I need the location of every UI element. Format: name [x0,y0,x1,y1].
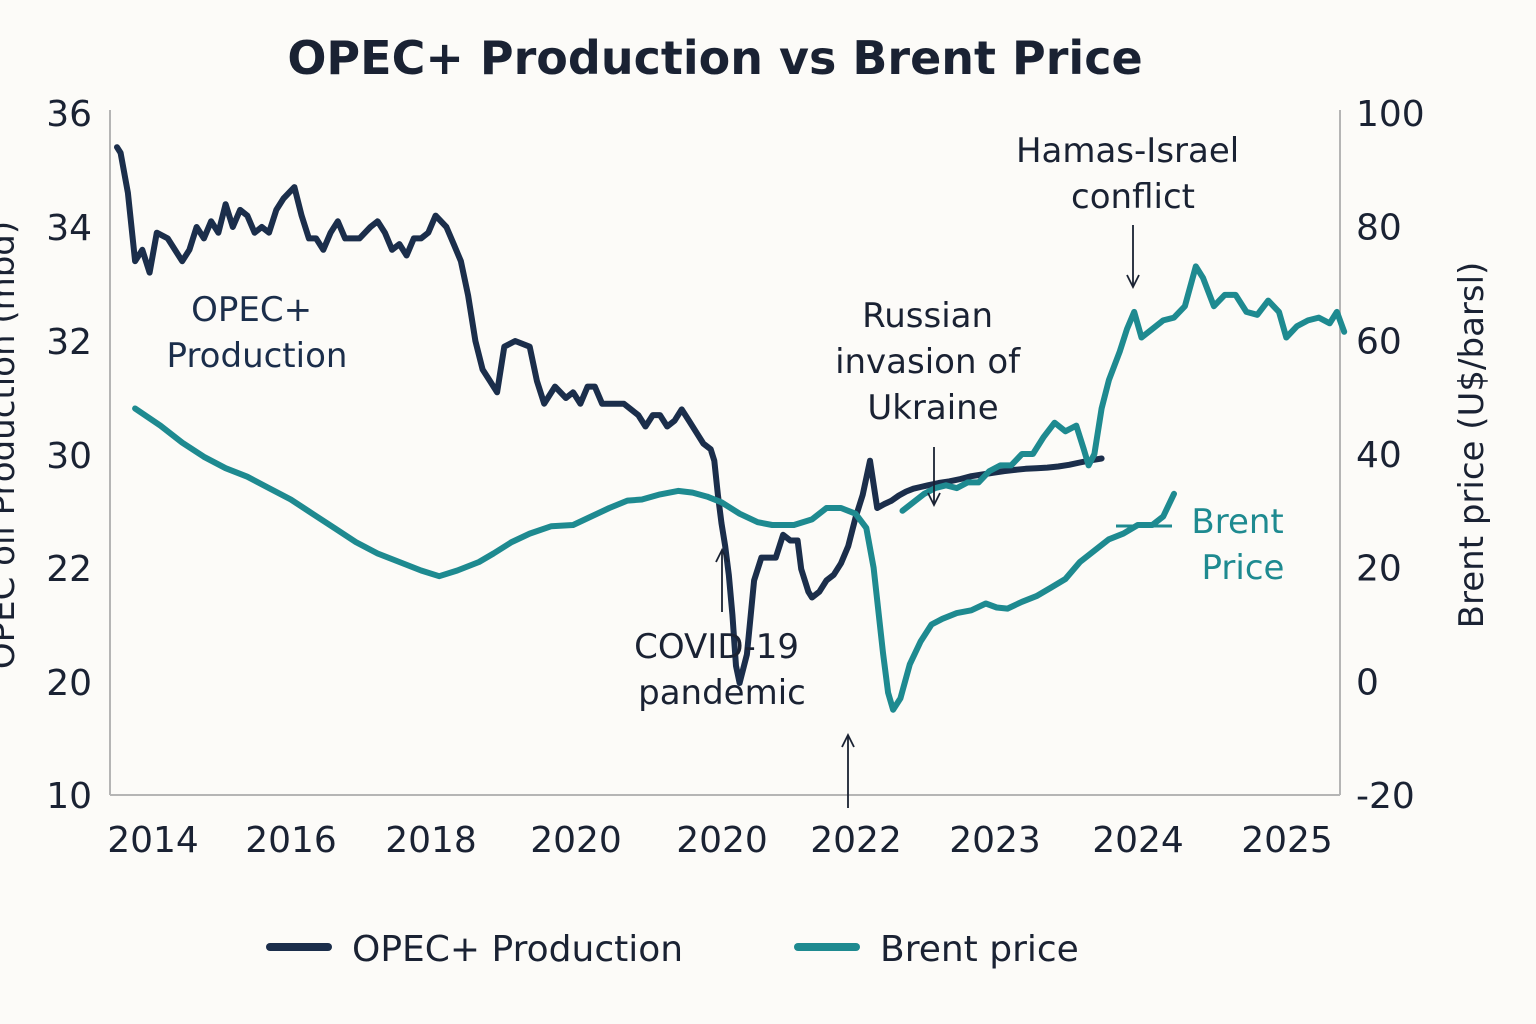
annotation-covid-line1: COVID-19 [634,627,799,667]
hamas-arrow-head [1126,274,1140,290]
x-tick-label: 2023 [949,820,1041,861]
legend: OPEC+ Production Brent price [266,929,1079,970]
x-tick-label: 2014 [107,820,199,861]
y-right-tick-label: 80 [1356,208,1402,249]
y-left-tick-label: 20 [46,663,92,704]
annotation-ukraine-line3: Ukraine [867,388,998,428]
y-axis-left-label: OPEC oil Production (mbd) [0,221,23,669]
series-line-production [114,144,1105,686]
annotation-hamas-line2: conflict [1071,177,1195,217]
chart-title: OPEC+ Production vs Brent Price [287,31,1142,85]
y-left-tick-label: 32 [46,322,92,363]
x-tick-label: 2022 [810,820,902,861]
x-tick-label: 2025 [1241,820,1333,861]
x-tick-label: 2018 [385,820,477,861]
annotation-ukraine: Russian invasion of Ukraine [835,296,1031,428]
annotation-arrows [715,225,1172,808]
y-right-tick-label: 0 [1356,662,1379,703]
legend-label-production: OPEC+ Production [352,929,683,970]
x-tick-label: 2020 [676,820,768,861]
series-label-production-line2: Production [167,336,348,376]
y-axis-left-ticks: 36 34 32 30 22 20 10 [46,94,92,817]
series-label-brent: Brent Price [1191,502,1294,588]
ukraine-arrow-head [927,492,941,508]
annotation-ukraine-line1: Russian [862,296,993,336]
y-right-tick-label: 60 [1356,321,1402,362]
series-line-brent [132,405,1177,713]
annotation-hamas: Hamas-Israel conflict [1016,131,1250,217]
covid-arrow-head [715,547,729,563]
series-label-production: OPEC+ Production [167,290,348,376]
series-line-brent-recent [899,263,1348,514]
y-left-tick-label: 10 [46,776,92,817]
x-tick-label: 2024 [1092,820,1184,861]
series-label-brent-line2: Price [1202,548,1285,588]
y-left-tick-label: 36 [46,94,92,135]
annotation-hamas-line1: Hamas-Israel [1016,131,1239,171]
y-axis-right-label: Brent price (U$/barsl) [1452,262,1492,629]
y-right-tick-label: 40 [1356,435,1402,476]
series-label-production-line1: OPEC+ [191,290,312,330]
y-left-tick-label: 34 [46,208,92,249]
y-right-tick-label: -20 [1356,776,1415,817]
y-right-tick-label: 100 [1356,94,1425,135]
y-axis-right-ticks: 100 80 60 40 20 0 -20 [1356,94,1425,817]
y-left-tick-label: 30 [46,436,92,477]
axes [109,110,1341,796]
x-tick-label: 2020 [530,820,622,861]
annotation-covid: COVID-19 pandemic [634,627,810,713]
series-layer [114,144,1348,713]
x-axis-ticks: 2014 2016 2018 2020 2020 2022 2023 2024 2025 [107,820,1333,861]
trough-arrow-head [841,732,855,748]
series-label-brent-line1: Brent [1191,502,1283,542]
x-tick-label: 2016 [245,820,337,861]
y-right-tick-label: 20 [1356,549,1402,590]
y-left-tick-label: 22 [46,549,92,590]
annotation-ukraine-line2: invasion of [835,342,1021,382]
legend-label-brent: Brent price [880,929,1079,970]
annotation-covid-line2: pandemic [638,673,806,713]
